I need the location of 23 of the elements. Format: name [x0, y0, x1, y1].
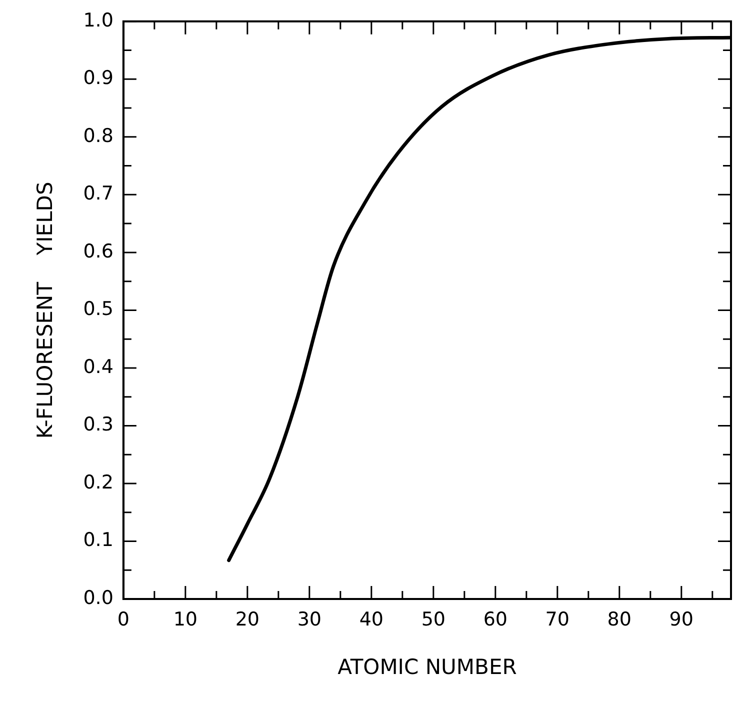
x-tick-label: 70: [545, 608, 570, 630]
x-tick-label: 0: [117, 608, 130, 630]
y-tick-label: 0.1: [83, 529, 114, 552]
x-tick-label: 30: [297, 608, 322, 630]
x-tick-label: 60: [483, 608, 508, 630]
x-tick-label: 50: [421, 608, 446, 630]
y-tick-label: 0.5: [83, 298, 114, 320]
x-tick-label: 40: [359, 608, 384, 630]
x-tick-label: 90: [669, 608, 694, 630]
y-tick-label: 1.0: [83, 9, 114, 32]
y-tick-label: 0.0: [83, 586, 114, 609]
y-tick-label: 0.3: [83, 414, 114, 436]
y-tick-label: 0.8: [83, 124, 114, 147]
x-tick-label: 20: [235, 608, 260, 630]
y-axis-title: K-FLUORESENT YIELDS: [33, 182, 58, 439]
x-tick-label: 10: [173, 608, 198, 630]
x-axis-title: ATOMIC NUMBER: [338, 654, 517, 679]
y-tick-label: 0.6: [83, 240, 114, 262]
x-tick-label: 80: [607, 608, 632, 630]
y-tick-label: 0.2: [83, 471, 114, 494]
y-tick-label: 0.9: [83, 67, 114, 90]
y-tick-label: 0.4: [83, 356, 114, 378]
y-tick-label: 0.7: [83, 182, 114, 205]
